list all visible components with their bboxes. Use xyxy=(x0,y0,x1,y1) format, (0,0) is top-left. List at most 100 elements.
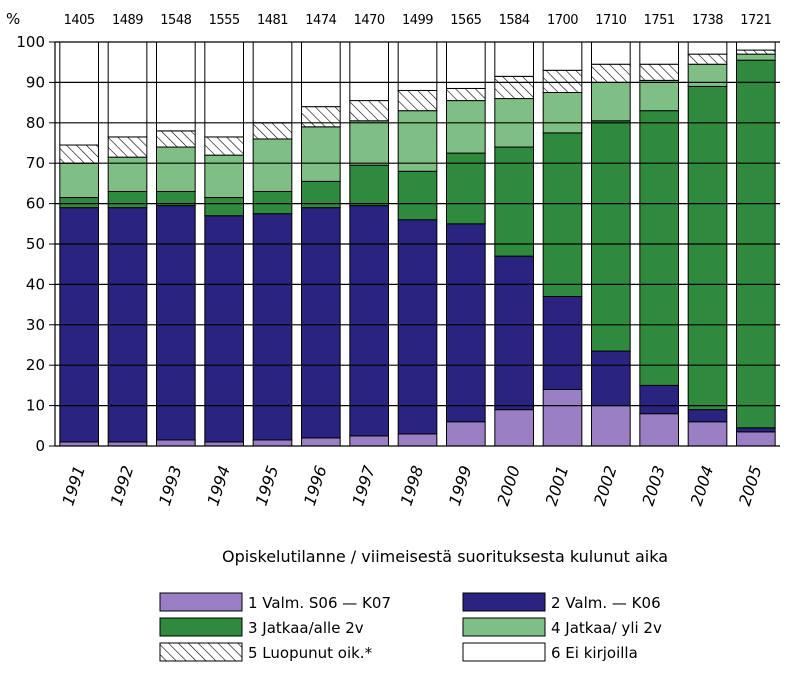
bar-segment-1994-s2 xyxy=(204,215,244,443)
bar-segment-1995-s2 xyxy=(252,213,293,441)
bar-segment-1995-s5 xyxy=(252,122,293,140)
bar-segment-1997-s1 xyxy=(349,435,389,447)
bar-segment-1996-s5 xyxy=(301,106,341,128)
legend: 1 Valm. S06 — K07 2 Valm. — K06 3 Jatkaa/a… xyxy=(159,592,662,662)
y-tick-label-10: 10 xyxy=(26,397,45,415)
y-tick-label-20: 20 xyxy=(26,356,45,374)
bar-segment-1991-s6 xyxy=(59,41,99,146)
bar-segment-1991-s4 xyxy=(59,162,99,199)
y-tick-label-80: 80 xyxy=(26,114,45,132)
bar-segment-1995-s3 xyxy=(252,190,293,215)
bar-segment-2005-s2 xyxy=(736,427,776,433)
count-label-1999: 1565 xyxy=(450,13,481,28)
bar-segment-1998-s6 xyxy=(397,41,438,91)
bar-segment-1999-s4 xyxy=(446,100,486,154)
bar-segment-1993-s2 xyxy=(156,205,196,441)
bar-segment-1991-s1 xyxy=(59,441,99,447)
bar-segment-1994-s5 xyxy=(204,136,244,156)
x-tick-label-2005: 2005 xyxy=(735,463,766,508)
bar-segment-1996-s2 xyxy=(301,207,341,439)
bar-segment-1998-s1 xyxy=(397,433,438,447)
bar-segment-2000-s5 xyxy=(494,75,534,100)
bar-segment-2001-s1 xyxy=(542,388,583,447)
x-tick-label-2004: 2004 xyxy=(687,463,718,508)
legend-label-5: 5 Luopunut oik.* xyxy=(248,644,373,662)
bar-segment-2004-s1 xyxy=(687,421,728,447)
y-axis-unit-label: % xyxy=(6,10,20,28)
x-tick-label-2001: 2001 xyxy=(542,463,573,508)
bar-segment-1992-s5 xyxy=(107,136,148,158)
count-label-2003: 1751 xyxy=(644,13,675,28)
x-tick-label-2003: 2003 xyxy=(638,463,669,508)
bar-segment-2000-s1 xyxy=(494,409,534,447)
x-tick-label-1996: 1996 xyxy=(300,463,331,508)
y-tick-label-0: 0 xyxy=(35,437,45,455)
x-tick-label-2000: 2000 xyxy=(493,463,524,508)
bar-segment-2000-s3 xyxy=(494,146,534,257)
x-tick-label-1992: 1992 xyxy=(107,463,138,508)
legend-swatch-2 xyxy=(462,592,546,612)
bar-segment-1996-s1 xyxy=(301,437,341,447)
legend-swatch-3 xyxy=(159,617,243,637)
bar-segment-1998-s5 xyxy=(397,89,438,112)
bar-segment-2001-s2 xyxy=(542,296,583,390)
bar-segment-1995-s4 xyxy=(252,138,293,192)
bar-segment-1998-s3 xyxy=(397,170,438,221)
legend-swatch-1 xyxy=(159,592,243,612)
bar-segment-1999-s3 xyxy=(446,152,486,225)
x-tick-label-1994: 1994 xyxy=(203,463,234,508)
bar-segment-2003-s3 xyxy=(639,110,680,386)
bar-segment-2001-s4 xyxy=(542,92,583,134)
y-tick-label-90: 90 xyxy=(26,73,45,91)
bar-segment-1999-s5 xyxy=(446,87,486,102)
bar-segment-1992-s1 xyxy=(107,441,148,447)
legend-label-6: 6 Ei kirjoilla xyxy=(551,644,638,662)
bar-segment-1997-s3 xyxy=(349,164,389,207)
x-tick-label-1997: 1997 xyxy=(348,463,379,508)
count-label-2005: 1721 xyxy=(740,13,771,28)
bar-segment-2003-s5 xyxy=(639,63,680,81)
bar-segment-2003-s6 xyxy=(639,41,680,65)
bar-segment-2005-s5 xyxy=(736,49,776,55)
bar-segment-2002-s1 xyxy=(591,405,631,447)
count-label-1991: 1405 xyxy=(64,13,95,28)
bar-segment-2001-s6 xyxy=(542,41,583,71)
count-label-1994: 1555 xyxy=(209,13,240,28)
count-label-1997: 1470 xyxy=(354,13,385,28)
legend-label-4: 4 Jatkaa/ yli 2v xyxy=(551,619,662,637)
bar-segment-2003-s2 xyxy=(639,384,680,415)
x-axis-title: Opiskelutilanne / viimeisestä suoritukse… xyxy=(222,547,668,566)
bar-segment-2000-s2 xyxy=(494,255,534,411)
bar-segment-1994-s1 xyxy=(204,441,244,447)
bar-segment-2004-s5 xyxy=(687,53,728,65)
bar-segment-2001-s5 xyxy=(542,69,583,93)
bar-segment-1992-s6 xyxy=(107,41,148,138)
y-tick-label-40: 40 xyxy=(26,275,45,293)
bar-segment-1999-s1 xyxy=(446,421,486,447)
bar-segment-1996-s4 xyxy=(301,126,341,182)
bar-segment-2002-s2 xyxy=(591,350,631,407)
bar-segment-2001-s3 xyxy=(542,132,583,298)
bar-segment-1993-s6 xyxy=(156,41,196,132)
count-label-2000: 1584 xyxy=(499,13,530,28)
bar-segment-1992-s4 xyxy=(107,156,148,192)
count-label-1996: 1474 xyxy=(305,13,336,28)
bar-segment-2005-s1 xyxy=(736,431,776,447)
gridlines xyxy=(55,41,780,407)
bar-segment-1998-s2 xyxy=(397,219,438,435)
x-tick-label-1995: 1995 xyxy=(252,463,283,508)
bars-layer xyxy=(59,41,776,447)
bar-segment-1994-s4 xyxy=(204,154,244,199)
bar-segment-1994-s6 xyxy=(204,41,244,138)
bar-segment-2002-s4 xyxy=(591,81,631,122)
bar-segment-1999-s6 xyxy=(446,41,486,89)
x-tick-label-1998: 1998 xyxy=(397,463,428,508)
bar-segment-1999-s2 xyxy=(446,223,486,423)
bar-segment-1993-s5 xyxy=(156,130,196,148)
bar-segment-1997-s2 xyxy=(349,205,389,437)
bar-segment-1997-s6 xyxy=(349,41,389,102)
bar-segment-1998-s4 xyxy=(397,110,438,172)
x-tick-label-2002: 2002 xyxy=(590,463,621,508)
legend-swatch-5 xyxy=(159,642,243,662)
bar-segment-1997-s4 xyxy=(349,120,389,166)
